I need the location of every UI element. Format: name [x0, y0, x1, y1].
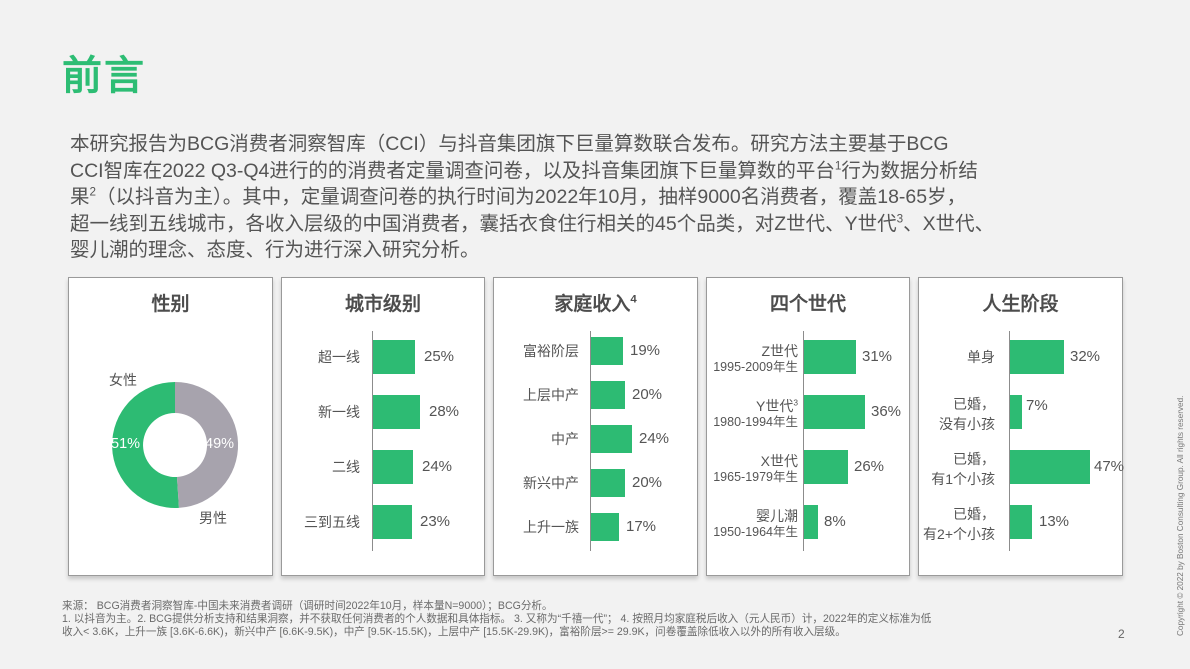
intro-line: 婴儿潮的理念、态度、行为进行深入研究分析。 — [70, 239, 480, 261]
intro-line: 超一线到五线城市，各收入层级的中国消费者，囊括衣食住行相关的45个品类，对Z世代… — [70, 212, 995, 235]
generations-panel: 四个世代 Z世代 1995-2009年生 31% Y世代3 1980-1994年生 … — [706, 277, 910, 576]
bar — [591, 381, 625, 409]
bar-label: 富裕阶层 — [523, 343, 579, 359]
male-label: 男性 — [199, 510, 227, 526]
page-title: 前言 — [62, 54, 146, 98]
bar-value: 17% — [626, 518, 657, 535]
source-note: 来源： BCG消费者洞察智库-中国未来消费者调研（调研时间2022年10月，样本… — [62, 600, 553, 612]
chart-axis — [590, 331, 591, 551]
bar-value: 31% — [862, 348, 893, 365]
bar-label: 上层中产 — [523, 387, 579, 403]
bar-label: X世代 1965-1979年生 — [713, 453, 798, 484]
bar-label: Z世代 1995-2009年生 — [713, 343, 798, 374]
bar-label: 新一线 — [318, 404, 360, 420]
household-income-panel: 家庭收入4 富裕阶层 19% 上层中产 20% 中产 24% 新兴中产 20% … — [493, 277, 698, 576]
bar — [1010, 450, 1090, 484]
bar — [1010, 505, 1032, 539]
city-tier-panel: 城市级别 超一线 25% 新一线 28% 二线 24% 三到五线 23% — [281, 277, 485, 576]
intro-paragraph: 本研究报告为BCG消费者洞察智库（CCI）与抖音集团旗下巨量算数联合发布。研究方… — [70, 131, 1130, 264]
bar-label: 已婚， 有2+个小孩 — [923, 506, 995, 542]
bar-label: Y世代3 1980-1994年生 — [713, 397, 798, 429]
panel-title: 城市级别 — [344, 294, 421, 315]
footer-notes: 来源： BCG消费者洞察智库-中国未来消费者调研（调研时间2022年10月，样本… — [62, 600, 931, 639]
intro-line: 果2（以抖音为主）。其中，定量调查问卷的执行时间为2022年10月，抽样9000… — [70, 185, 967, 208]
footnote-line: 1. 以抖音为主。2. BCG提供分析支持和结果洞察，并不获取任何消费者的个人数… — [62, 613, 932, 625]
bar-value: 7% — [1026, 397, 1048, 414]
intro-line: CCI智库在2022 Q3-Q4进行的的消费者定量调查问卷，以及抖音集团旗下巨量… — [70, 159, 978, 182]
bar-value: 25% — [424, 348, 455, 365]
bar — [804, 340, 856, 374]
bar — [804, 395, 865, 429]
chart-axis — [803, 331, 804, 551]
chart-axis — [1009, 331, 1010, 551]
footnote-mark: 3 — [896, 212, 904, 225]
gender-donut-chart — [112, 381, 239, 508]
panel-title: 四个世代 — [769, 294, 846, 315]
bar-value: 20% — [632, 386, 663, 403]
page-number: 2 — [1118, 627, 1125, 641]
bar-value: 23% — [420, 513, 451, 530]
life-stage-panel: 人生阶段 单身 32% 已婚， 没有小孩 7% 已婚， 有1个小孩 47% 已婚，有… — [918, 277, 1125, 576]
footnote-mark: 1 — [834, 159, 842, 172]
bar — [373, 505, 412, 539]
female-value: 51% — [111, 436, 141, 452]
bar-value: 8% — [824, 513, 846, 530]
panel-title: 家庭收入4 — [554, 293, 637, 315]
intro-line: 本研究报告为BCG消费者洞察智库（CCI）与抖音集团旗下巨量算数联合发布。研究方… — [70, 133, 949, 155]
bar-value: 24% — [422, 458, 453, 475]
bar — [591, 469, 625, 497]
bar-label: 已婚， 没有小孩 — [939, 396, 995, 432]
bar-label: 新兴中产 — [523, 475, 579, 491]
footnote-line: 收入< 3.6K，上升一族 [3.6K-6.6K)，新兴中产 [6.6K-9.5… — [62, 626, 846, 638]
bar-label: 中产 — [551, 431, 579, 447]
panel-title: 人生阶段 — [982, 294, 1059, 315]
bar-value: 13% — [1039, 513, 1070, 530]
bar-value: 26% — [854, 458, 885, 475]
bar — [591, 425, 632, 453]
male-segment — [175, 381, 239, 508]
bar-label: 单身 — [967, 349, 995, 365]
bar — [373, 395, 420, 429]
bar — [1010, 340, 1064, 374]
bar — [804, 450, 848, 484]
bar-value: 20% — [632, 474, 663, 491]
bar-label: 婴儿潮 1950-1964年生 — [713, 508, 798, 539]
footnote-mark: 2 — [89, 185, 97, 199]
bar-label: 超一线 — [318, 349, 360, 365]
bar — [373, 450, 413, 484]
bar — [591, 513, 619, 541]
bar — [804, 505, 818, 539]
bar-value: 32% — [1070, 348, 1101, 365]
female-label: 女性 — [109, 372, 137, 388]
bar — [1010, 395, 1022, 429]
bar-value: 36% — [871, 403, 902, 420]
bar — [373, 340, 415, 374]
bar-label: 三到五线 — [304, 514, 360, 530]
footnote-mark: 4 — [630, 293, 637, 306]
female-segment — [112, 382, 179, 508]
bar-value: 28% — [429, 403, 460, 420]
panel-title: 性别 — [151, 294, 190, 315]
chart-axis — [372, 331, 373, 551]
copyright-notice: Copyright © 2022 by Boston Consulting Gr… — [1176, 395, 1185, 636]
male-value: 49% — [205, 436, 235, 452]
bar-label: 已婚， 有1个小孩 — [931, 451, 995, 487]
bar-value: 47% — [1094, 458, 1125, 475]
bar-label: 二线 — [332, 459, 360, 475]
gender-panel: 性别 女性 男性 51% 49% — [68, 277, 273, 576]
bar-value: 24% — [639, 430, 670, 447]
bar-label: 上升一族 — [523, 519, 579, 535]
bar — [591, 337, 623, 365]
bar-value: 19% — [630, 342, 661, 359]
